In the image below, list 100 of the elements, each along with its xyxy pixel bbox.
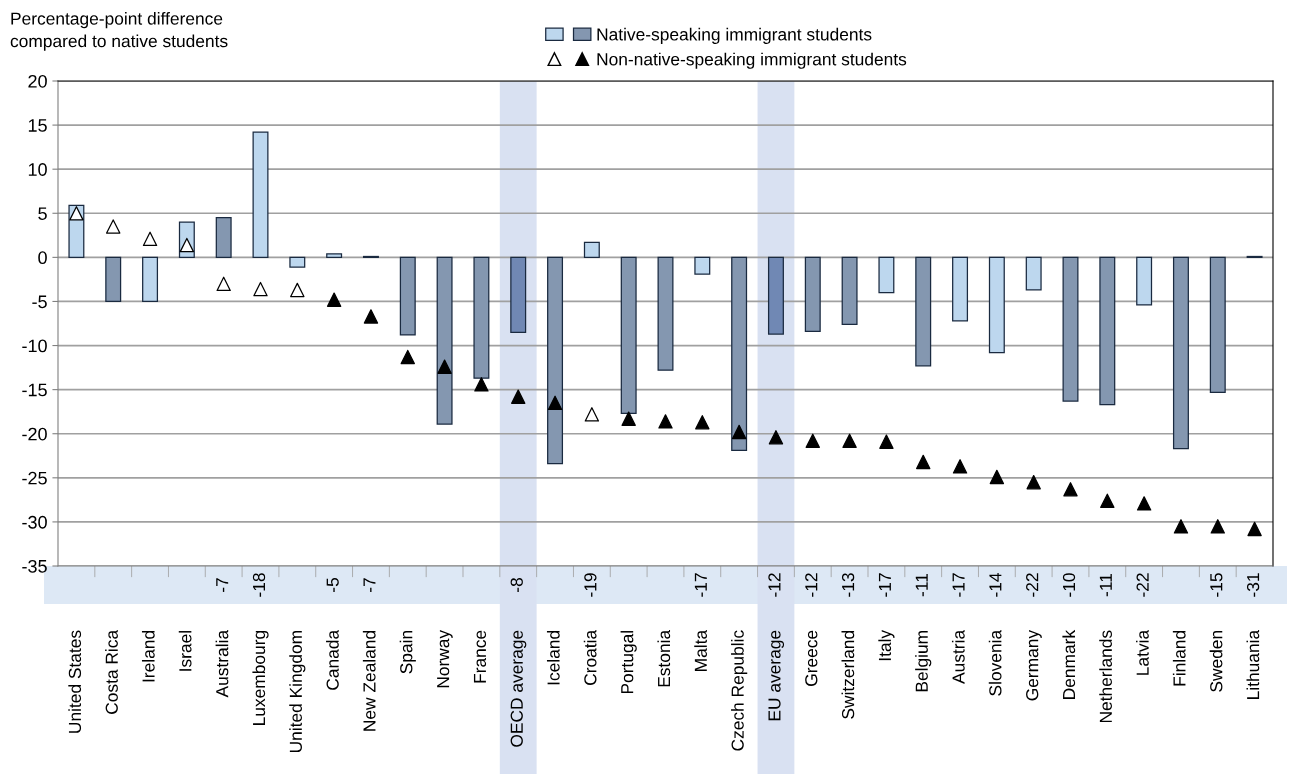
- point: [1173, 519, 1189, 534]
- x-tick-label: Denmark: [1062, 629, 1076, 699]
- x-tick-label: Israel: [178, 631, 192, 671]
- bar: [1062, 256, 1079, 402]
- point: [216, 276, 231, 292]
- point: [253, 281, 268, 297]
- bar: [1099, 256, 1116, 406]
- bar: [547, 256, 564, 465]
- point: [1136, 496, 1152, 511]
- text: -7: [363, 578, 376, 592]
- bar: [473, 256, 490, 379]
- bar: [436, 256, 453, 425]
- text: -12: [805, 573, 818, 597]
- bar: [988, 256, 1005, 354]
- x-tick-label: Italy: [878, 629, 895, 661]
- point: [731, 424, 747, 440]
- bar: [878, 256, 895, 294]
- x-tick-label: Austria: [951, 629, 965, 684]
- point: [69, 206, 84, 221]
- bar: [215, 217, 232, 258]
- bar: [1136, 256, 1153, 306]
- x-tick-label: Croatia: [583, 629, 597, 685]
- point: [842, 433, 857, 448]
- bar: [105, 256, 122, 303]
- y-tick-label: -25: [22, 471, 47, 485]
- bar: [583, 241, 600, 258]
- point: [1100, 493, 1115, 508]
- bar: [952, 256, 969, 322]
- x-tick-label: Greece: [805, 630, 818, 686]
- x-tick-label: Norway: [437, 629, 453, 688]
- bar: [620, 256, 637, 415]
- point: [1026, 475, 1041, 490]
- point: [547, 395, 563, 411]
- y-tick-label: 5: [38, 207, 47, 220]
- y-tick-label: 0: [38, 251, 47, 265]
- x-tick-label: Iceland: [546, 631, 560, 685]
- point: [142, 231, 158, 247]
- x-tick-label: Czech Republic: [731, 630, 748, 751]
- point: [363, 309, 379, 324]
- legend-label: Native-speaking immigrant students: [597, 27, 872, 44]
- x-tick-label: Latvia: [1136, 629, 1149, 675]
- text: -18: [252, 573, 266, 597]
- x-tick-label: Luxembourg: [252, 631, 269, 725]
- text: -7: [216, 578, 229, 592]
- bar: [767, 256, 784, 335]
- x-tick-label: Costa Rica: [105, 629, 118, 714]
- point: [989, 469, 1005, 485]
- x-tick-label: Australia: [215, 629, 229, 698]
- point: [290, 282, 305, 298]
- x-tick-label: New Zealand: [362, 631, 376, 731]
- x-tick-label: United States: [68, 630, 82, 733]
- text: -10: [1062, 573, 1076, 597]
- text: -8: [510, 578, 523, 592]
- y-tick-label: -10: [22, 339, 47, 353]
- bar: [142, 256, 159, 303]
- point: [916, 454, 931, 470]
- bar: [1209, 256, 1226, 393]
- x-tick-label: Sweden: [1209, 631, 1223, 692]
- text: -12: [768, 573, 781, 597]
- text: -14: [989, 572, 1002, 597]
- x-tick-label: EU average: [768, 630, 785, 721]
- bar: [289, 256, 306, 268]
- y-tick-label: 10: [28, 163, 47, 176]
- y-tick-label: -20: [22, 427, 47, 441]
- text: -22: [1136, 573, 1149, 597]
- bar: [731, 256, 748, 452]
- x-tick-label: Spain: [399, 631, 416, 674]
- point: [952, 459, 968, 474]
- text: -11: [915, 573, 928, 597]
- x-tick-label: United Kingdom: [289, 631, 306, 753]
- y-tick-label: 20: [28, 74, 47, 88]
- point: [695, 415, 710, 430]
- y-tick-label: -15: [22, 383, 47, 397]
- bar: [510, 256, 527, 333]
- bar: [804, 256, 821, 333]
- x-tick-label: OECD average: [510, 630, 527, 747]
- x-tick-label: Canada: [326, 629, 339, 690]
- y-axis-title: Percentage-point difference compared to native students: [10, 12, 228, 51]
- point: [511, 389, 526, 404]
- point: [106, 219, 121, 234]
- y-tick-label: 15: [28, 119, 47, 132]
- x-tick-label: Switzerland: [841, 631, 855, 719]
- point: [1063, 482, 1078, 497]
- bar: [694, 256, 711, 275]
- text: -19: [584, 573, 597, 597]
- text: -22: [1026, 573, 1039, 597]
- point: [584, 407, 600, 422]
- x-tick-label: Germany: [1026, 629, 1042, 701]
- y-tick-label: -35: [22, 559, 47, 573]
- bar: [1025, 256, 1042, 291]
- text: -17: [878, 573, 891, 597]
- point: [400, 349, 415, 365]
- text: -13: [841, 573, 855, 597]
- text: -15: [1210, 573, 1223, 597]
- point: [805, 433, 820, 448]
- bar: [252, 131, 269, 258]
- bar: [399, 256, 416, 336]
- x-tick-label: Estonia: [657, 629, 671, 687]
- x-tick-label: Lithuania: [1246, 629, 1260, 699]
- point: [1210, 519, 1225, 534]
